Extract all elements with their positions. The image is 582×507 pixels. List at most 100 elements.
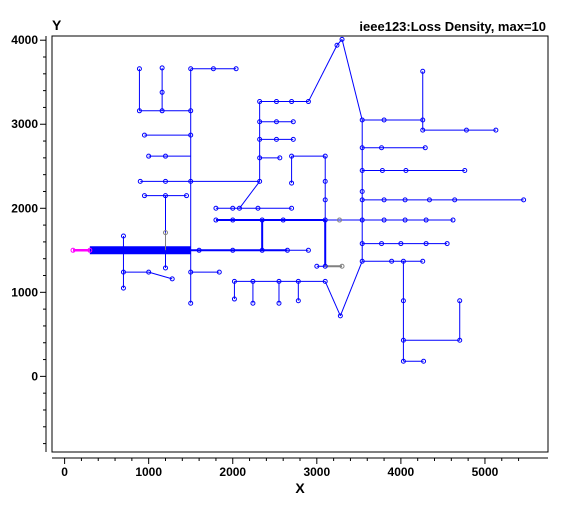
bus-node (421, 358, 427, 364)
bus-node (289, 153, 295, 159)
bus-node (169, 276, 175, 282)
bus-node (359, 117, 365, 123)
x-tick-label: 1000 (135, 465, 162, 479)
bus-node (420, 117, 426, 123)
bus-node (359, 217, 365, 223)
bus-node (426, 197, 432, 203)
bus-node (159, 108, 165, 114)
bus-node (257, 136, 263, 142)
bus-node (188, 108, 194, 114)
bus-node (159, 65, 165, 71)
bus-node (444, 241, 450, 247)
x-tick-label: 3000 (303, 465, 330, 479)
bus-node (120, 269, 126, 275)
bus-node (159, 89, 165, 95)
bus-node (273, 119, 279, 125)
bus-node (162, 153, 168, 159)
bus-node (381, 117, 387, 123)
bus-node (188, 132, 194, 138)
bus-node (276, 300, 282, 306)
bus-node (259, 217, 265, 223)
bus-node (423, 217, 429, 223)
bus-node (420, 258, 426, 264)
bus-node (230, 247, 236, 253)
bus-node (521, 197, 527, 203)
x-tick-label: 4000 (388, 465, 415, 479)
bus-node (230, 217, 236, 223)
bus-node (146, 269, 152, 275)
bus-node (257, 119, 263, 125)
bus-node (120, 233, 126, 239)
bus-node (289, 205, 295, 211)
bus-node (162, 178, 168, 184)
bus-node (402, 217, 408, 223)
bus-node (136, 66, 142, 72)
bus-node (339, 263, 345, 269)
bus-node (213, 217, 219, 223)
bus-node (422, 145, 428, 151)
y-axis: 0 1000 2000 3000 4000 (11, 33, 47, 452)
bus-node (463, 127, 469, 133)
bus-node (337, 313, 343, 319)
bus-node (359, 167, 365, 173)
bus-node (305, 247, 311, 253)
bus-node (322, 178, 328, 184)
bus-node (400, 258, 406, 264)
bus-node (402, 197, 408, 203)
bus-node (359, 197, 365, 203)
bus-node (231, 296, 237, 302)
bus-node (295, 298, 301, 304)
bus-node (359, 188, 365, 194)
bus-node (389, 258, 395, 264)
y-tick-label: 2000 (11, 201, 38, 215)
bus-node (290, 136, 296, 142)
bus-node (457, 298, 463, 304)
bus-node (398, 241, 404, 247)
chart-title: ieee123:Loss Density, max=10 (359, 19, 546, 34)
bus-node (305, 99, 311, 105)
bus-node (141, 193, 147, 199)
y-tick-label: 1000 (11, 285, 38, 299)
bus-node (381, 197, 387, 203)
circuit-segment (336, 39, 343, 46)
bus-node (339, 36, 345, 42)
bus-node (250, 300, 256, 306)
bus-node (184, 193, 190, 199)
bus-node (337, 217, 343, 223)
bus-node (196, 247, 202, 253)
bus-node (250, 278, 256, 284)
circuit-segment (239, 181, 261, 209)
bus-node (379, 241, 385, 247)
bus-node (87, 247, 93, 253)
bus-node (70, 247, 76, 253)
bus-node (257, 155, 263, 161)
bus-node (450, 217, 456, 223)
bus-node (457, 337, 463, 343)
x-axis: 0 1000 2000 3000 4000 5000 (52, 457, 548, 479)
bus-node (289, 180, 295, 186)
bus-node (162, 265, 168, 271)
bus-node (295, 278, 301, 284)
circuit-segment (307, 45, 338, 102)
bus-node (273, 136, 279, 142)
bus-node (236, 205, 242, 211)
bus-node (423, 241, 429, 247)
bus-node (420, 127, 426, 133)
bus-node (146, 153, 152, 159)
bus-node (359, 145, 365, 151)
bus-node (233, 66, 239, 72)
bus-node (257, 99, 263, 105)
circuit-nodes (70, 36, 527, 364)
bus-node (420, 68, 426, 74)
bus-node (400, 337, 406, 343)
bus-node (257, 178, 263, 184)
bus-node (400, 298, 406, 304)
x-tick-label: 5000 (472, 465, 499, 479)
bus-node (162, 193, 168, 199)
bus-node (334, 42, 340, 48)
bus-node (452, 197, 458, 203)
bus-node (120, 285, 126, 291)
y-tick-label: 4000 (11, 33, 38, 47)
bus-node (381, 217, 387, 223)
